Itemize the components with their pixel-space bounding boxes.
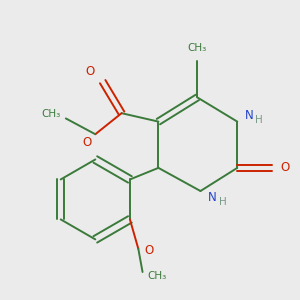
Text: N: N <box>244 109 253 122</box>
Text: H: H <box>219 196 226 206</box>
Text: CH₃: CH₃ <box>188 43 207 53</box>
Text: CH₃: CH₃ <box>148 271 167 281</box>
Text: CH₃: CH₃ <box>41 109 61 119</box>
Text: O: O <box>85 64 95 78</box>
Text: O: O <box>82 136 92 149</box>
Text: N: N <box>208 191 216 204</box>
Text: O: O <box>144 244 154 257</box>
Text: O: O <box>280 161 289 174</box>
Text: H: H <box>256 115 263 124</box>
